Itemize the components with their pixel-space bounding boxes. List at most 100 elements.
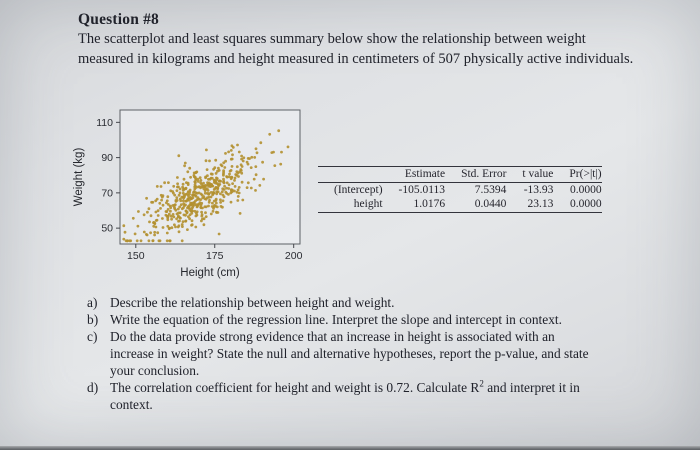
- question-title: Question #8: [78, 11, 160, 28]
- data-point: [183, 164, 186, 168]
- data-point: [216, 169, 219, 173]
- data-point: [145, 196, 148, 200]
- header-std-error: Std. Error: [461, 168, 507, 180]
- data-point: [221, 205, 224, 209]
- data-point: [166, 218, 170, 222]
- data-point: [229, 149, 233, 152]
- y-axis-ticks: 50 70 90 110: [96, 117, 120, 235]
- data-point: [229, 157, 233, 161]
- data-point: [185, 192, 189, 196]
- question-d-post: and interpret it in: [483, 380, 580, 395]
- cell-pr: 0.0000: [569, 198, 602, 210]
- data-point: [211, 201, 214, 205]
- data-point: [179, 203, 183, 207]
- data-point: [204, 211, 207, 215]
- x-axis-ticks: 150 175 200: [127, 244, 303, 262]
- data-point: [159, 207, 162, 210]
- data-point: [200, 193, 204, 197]
- data-point: [173, 203, 176, 207]
- data-point: [219, 179, 223, 183]
- data-point: [235, 190, 239, 194]
- data-point: [166, 224, 170, 228]
- data-point: [224, 190, 228, 194]
- data-point: [199, 179, 203, 182]
- data-point: [196, 204, 199, 208]
- data-point: [183, 195, 186, 198]
- question-label-c: c): [87, 329, 98, 344]
- data-point: [222, 195, 226, 199]
- question-label-a: a): [87, 295, 98, 310]
- data-point: [147, 239, 151, 243]
- data-point: [172, 191, 175, 195]
- data-point: [254, 189, 257, 192]
- data-point: [202, 223, 206, 227]
- data-point: [286, 145, 290, 149]
- data-point: [184, 219, 188, 223]
- data-point: [172, 215, 176, 219]
- header-estimate: Estimate: [404, 168, 446, 180]
- data-point: [215, 178, 219, 182]
- data-point: [214, 201, 218, 205]
- data-point: [236, 195, 240, 198]
- header-pr: Pr(>|t|): [569, 168, 602, 180]
- question-text-b: Write the equation of the regression lin…: [110, 312, 562, 327]
- data-point: [183, 204, 186, 208]
- data-point: [186, 181, 190, 185]
- question-item-a: a) Describe the relationship between hei…: [87, 294, 589, 311]
- data-point: [202, 181, 205, 185]
- data-point: [229, 177, 233, 181]
- table-header-row: Estimate Std. Error t value Pr(>|t|): [318, 166, 602, 182]
- data-point: [136, 224, 140, 228]
- data-point: [207, 177, 210, 181]
- x-tick-label: 200: [285, 250, 303, 262]
- data-point: [188, 196, 192, 199]
- data-point: [145, 233, 148, 236]
- scatter-points: [122, 129, 290, 243]
- data-point: [221, 187, 225, 191]
- data-point: [195, 213, 199, 217]
- data-point: [185, 210, 189, 214]
- data-point: [214, 172, 218, 175]
- data-point: [240, 180, 244, 184]
- data-point: [176, 207, 180, 211]
- data-point: [229, 200, 233, 204]
- data-point: [215, 192, 219, 196]
- question-text-a: Describe the relationship between height…: [110, 295, 395, 310]
- data-point: [237, 191, 241, 195]
- data-point: [204, 205, 208, 209]
- data-point: [154, 225, 158, 229]
- data-point: [228, 172, 231, 176]
- y-tick-label: 110: [96, 117, 113, 129]
- data-point: [173, 206, 176, 209]
- data-point: [177, 154, 181, 158]
- question-label-b: b): [87, 312, 99, 327]
- data-point: [235, 165, 239, 169]
- intro-line-2: measured in kilograms and height measure…: [78, 50, 634, 67]
- data-point: [169, 189, 173, 193]
- data-point: [210, 183, 214, 187]
- data-point: [233, 189, 236, 193]
- data-point: [184, 213, 187, 217]
- data-point: [246, 157, 250, 160]
- question-c-line-2: increase in weight? State the null and a…: [110, 346, 589, 361]
- data-point: [176, 185, 179, 189]
- data-point: [163, 181, 166, 185]
- data-point: [176, 225, 180, 229]
- data-point: [182, 177, 186, 181]
- data-point: [235, 170, 239, 173]
- plot-area: [119, 109, 301, 245]
- data-point: [212, 188, 216, 191]
- data-point: [227, 187, 231, 190]
- data-point: [175, 196, 179, 200]
- data-point: [192, 203, 196, 207]
- data-point: [219, 201, 223, 204]
- data-point: [166, 214, 170, 218]
- data-point: [191, 196, 195, 200]
- data-point: [259, 141, 263, 145]
- data-point: [128, 239, 132, 243]
- data-point: [152, 224, 156, 228]
- data-point: [166, 203, 170, 206]
- data-point: [237, 186, 241, 189]
- data-point: [252, 177, 256, 181]
- regression-summary-table: Estimate Std. Error t value Pr(>|t|) (In…: [318, 166, 602, 213]
